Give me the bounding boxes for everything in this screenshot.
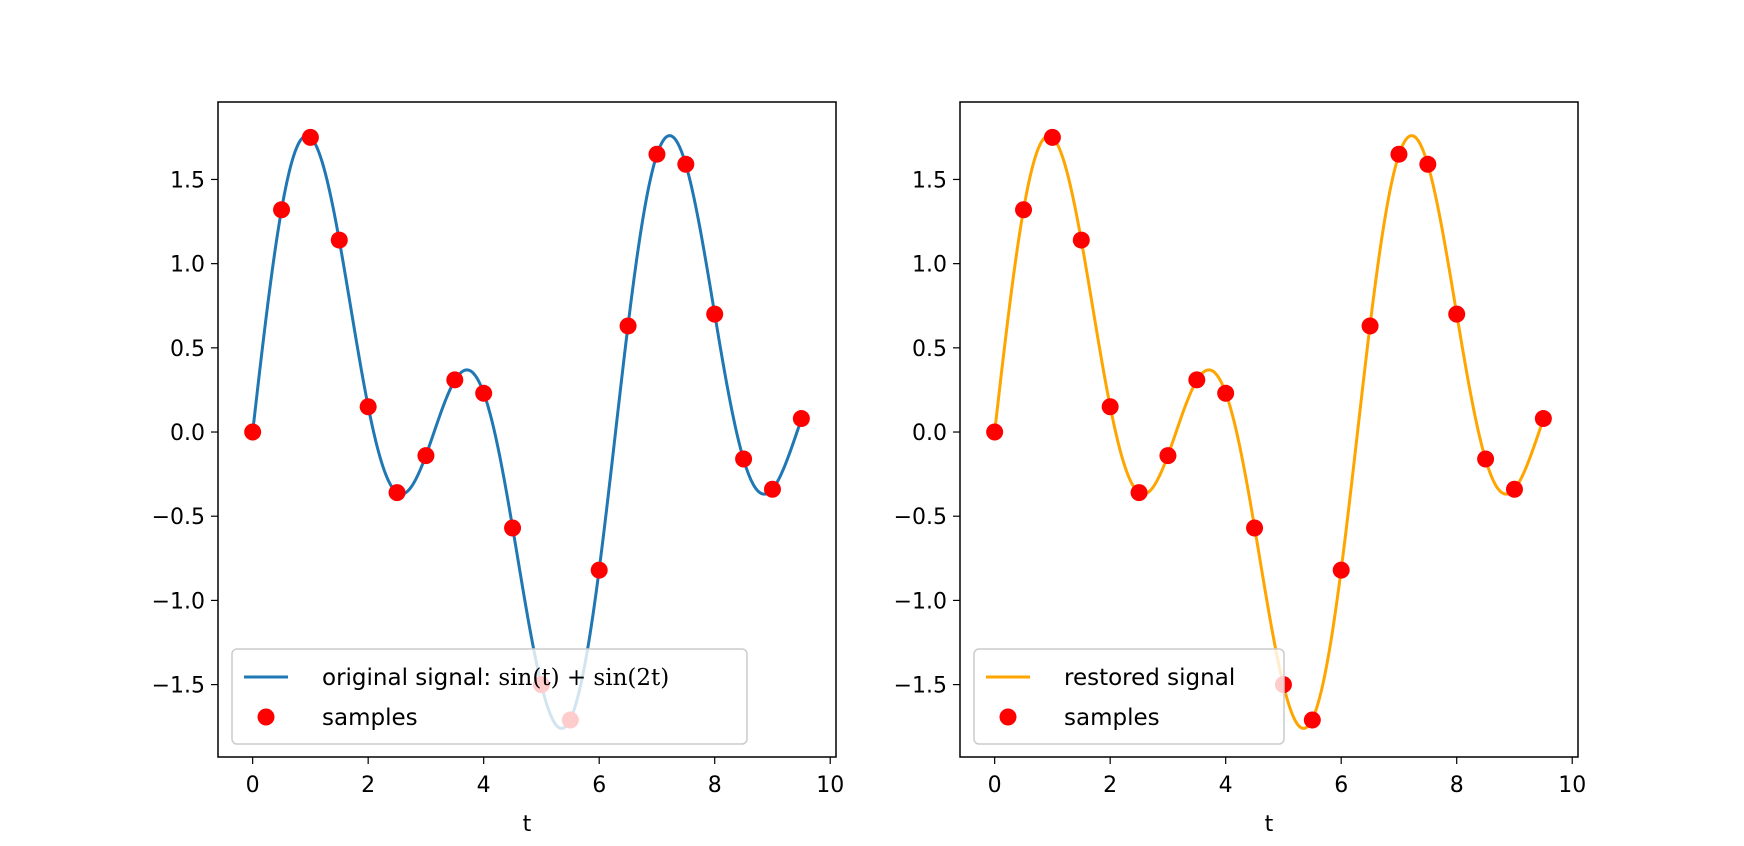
y-tick-label: 0.0	[912, 421, 947, 446]
sample-point	[446, 371, 464, 389]
legend-label-samples: samples	[322, 705, 418, 731]
sample-point	[1332, 561, 1350, 579]
right-plot: 0 2 4 6 8 10 −1.5 −1.0 −0.5 0.0 0.5 1.0 1.5 t restored…	[894, 101, 1586, 837]
x-tick-label: 6	[592, 773, 606, 798]
left-plot: 0 2 4 6 8 10 −1.5 −1.0 −0.5 0.0 0.5 1.0 1.5 t original…	[152, 101, 844, 837]
y-tick-label: −0.5	[894, 505, 947, 530]
sample-point	[792, 410, 810, 428]
y-tick-label: −1.5	[152, 674, 205, 699]
sample-point	[1419, 155, 1437, 173]
y-tick-label: 1.5	[912, 168, 947, 193]
legend-label-samples: samples	[1064, 705, 1160, 731]
sample-point	[706, 305, 724, 323]
x-axis-label: t	[1265, 812, 1274, 837]
sample-point	[1072, 231, 1090, 249]
y-tick-label: 0.5	[912, 337, 947, 362]
legend-box	[231, 648, 748, 745]
sample-point	[648, 145, 666, 163]
y-tick-label: −1.0	[152, 589, 205, 614]
sample-point	[388, 484, 406, 502]
sample-point	[1534, 410, 1552, 428]
sample-point	[244, 423, 262, 441]
y-tick-label: 1.5	[170, 168, 205, 193]
sample-point	[677, 155, 695, 173]
legend-label-original-signal: original signal: sin(t) + sin(2t)	[322, 665, 669, 691]
sample-point	[273, 201, 291, 219]
sample-point	[590, 561, 608, 579]
legend: original signal: sin(t) + sin(2t) samples	[231, 648, 748, 745]
x-tick-label: 2	[361, 773, 375, 798]
x-axis-label: t	[523, 812, 532, 837]
sample-point	[359, 398, 377, 416]
sample-point	[301, 128, 319, 146]
legend-samples-swatch	[257, 708, 275, 726]
sample-point	[1246, 519, 1264, 537]
restored-signal-line	[993, 134, 1545, 730]
sample-point	[986, 423, 1004, 441]
x-tick-label: 4	[1219, 773, 1233, 798]
y-tick-label: −0.5	[152, 505, 205, 530]
sample-point	[1303, 711, 1321, 729]
x-tick-label: 6	[1334, 773, 1348, 798]
x-tick-label: 8	[708, 773, 722, 798]
x-tick-label: 8	[1450, 773, 1464, 798]
sample-point	[475, 384, 493, 402]
x-tick-label: 10	[816, 773, 844, 798]
x-tick-label: 10	[1558, 773, 1586, 798]
legend-box	[973, 648, 1285, 745]
sample-point	[1448, 305, 1466, 323]
sample-point	[763, 480, 781, 498]
sample-point	[1130, 484, 1148, 502]
sample-point	[735, 450, 753, 468]
x-tick-label: 2	[1103, 773, 1117, 798]
sample-point	[619, 317, 637, 335]
y-tick-label: 1.0	[170, 253, 205, 278]
y-tick-label: 0.5	[170, 337, 205, 362]
y-tick-label: 0.0	[170, 421, 205, 446]
sample-point	[1043, 128, 1061, 146]
legend-label-restored-signal: restored signal	[1064, 665, 1235, 691]
legend-samples-swatch	[999, 708, 1017, 726]
axes-frame	[217, 101, 837, 758]
y-tick-label: −1.0	[894, 589, 947, 614]
legend-label-formula: sin(t) + sin(2t)	[498, 665, 669, 691]
original-signal-line	[251, 134, 803, 730]
axes-frame	[959, 101, 1579, 758]
y-tick-label: −1.5	[894, 674, 947, 699]
sample-point	[504, 519, 522, 537]
y-tick-label: 1.0	[912, 253, 947, 278]
legend: restored signal samples	[973, 648, 1285, 745]
sample-point	[1477, 450, 1495, 468]
x-tick-label: 0	[246, 773, 260, 798]
sample-point	[1188, 371, 1206, 389]
sample-point	[1159, 447, 1177, 465]
legend-label-prefix: original signal:	[322, 665, 498, 691]
sample-point	[1101, 398, 1119, 416]
x-tick-label: 4	[477, 773, 491, 798]
sample-point	[1015, 201, 1033, 219]
sample-point	[417, 447, 435, 465]
sample-point	[330, 231, 348, 249]
sample-point	[1505, 480, 1523, 498]
sample-point	[1361, 317, 1379, 335]
x-tick-label: 0	[988, 773, 1002, 798]
sample-point	[1390, 145, 1408, 163]
sample-point	[1217, 384, 1235, 402]
